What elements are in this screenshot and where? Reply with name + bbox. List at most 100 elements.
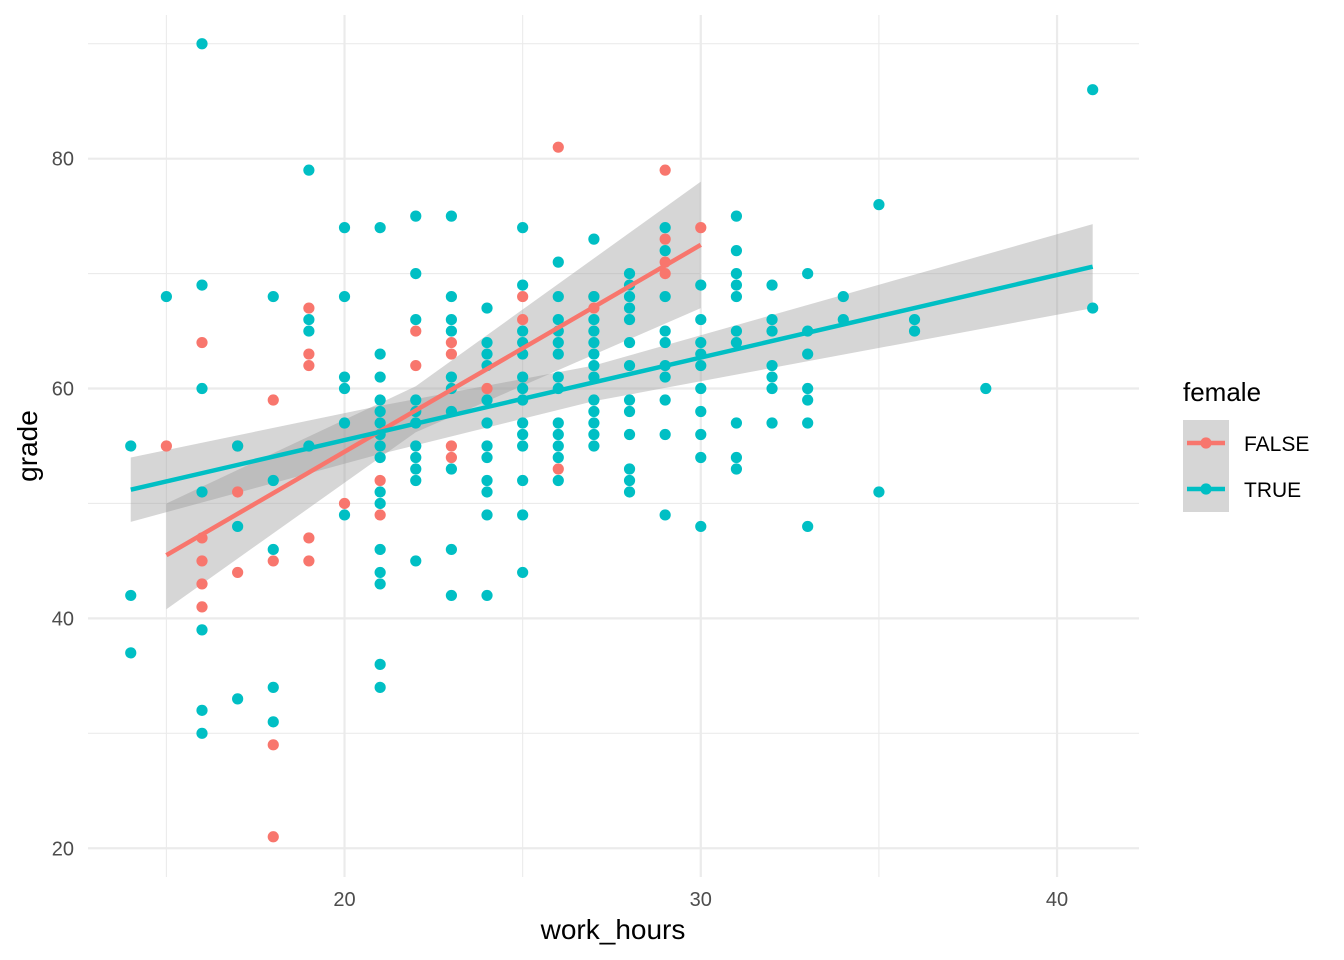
point-true xyxy=(730,210,743,222)
x-axis-title: work_hours xyxy=(540,914,686,945)
point-true xyxy=(481,417,493,429)
point-true xyxy=(623,336,636,349)
legend-label-true: TRUE xyxy=(1244,479,1301,502)
point-true xyxy=(374,566,386,579)
point-true xyxy=(623,302,636,314)
confidence-ribbon-true xyxy=(130,224,1093,522)
point-true xyxy=(517,325,529,337)
point-false xyxy=(303,348,315,360)
point-true xyxy=(802,382,814,395)
point-true xyxy=(338,222,351,234)
point-true xyxy=(445,543,457,556)
point-true xyxy=(588,417,600,429)
point-true xyxy=(552,313,564,326)
point-false xyxy=(659,233,671,245)
legend-key-point-true xyxy=(1200,483,1212,495)
point-true xyxy=(338,290,351,303)
y-tick-label: 20 xyxy=(52,838,74,860)
regression-lines xyxy=(130,242,1094,558)
point-true xyxy=(160,290,172,303)
point-false xyxy=(303,532,315,544)
point-true xyxy=(730,268,743,280)
point-true xyxy=(481,589,493,602)
point-true xyxy=(267,716,279,728)
point-true xyxy=(588,394,600,406)
point-false xyxy=(232,486,244,498)
point-true xyxy=(837,290,849,303)
point-true xyxy=(659,509,671,521)
x-tick-labels: 20 30 40 xyxy=(333,889,1068,911)
legend: female FALSE TRUE xyxy=(1183,377,1309,512)
point-true xyxy=(1087,84,1099,96)
point-true xyxy=(338,509,351,521)
point-true xyxy=(374,486,386,498)
point-false xyxy=(196,601,208,613)
point-false xyxy=(410,325,422,337)
point-true xyxy=(623,463,636,475)
point-true xyxy=(481,348,493,360)
point-true xyxy=(410,268,422,280)
point-false xyxy=(303,302,315,314)
point-true xyxy=(303,313,315,326)
point-true xyxy=(517,222,529,234)
point-true xyxy=(517,474,529,487)
point-true xyxy=(730,279,743,291)
major-gridlines xyxy=(88,15,1139,877)
point-false xyxy=(160,440,172,452)
point-true xyxy=(517,417,529,429)
point-true xyxy=(374,543,386,556)
point-true xyxy=(552,371,564,383)
point-true xyxy=(410,394,422,406)
point-true xyxy=(481,394,493,406)
point-true xyxy=(623,394,636,406)
point-true xyxy=(481,509,493,521)
point-true xyxy=(623,428,636,441)
y-tick-label: 60 xyxy=(52,379,74,401)
point-true xyxy=(445,463,457,475)
point-true xyxy=(374,405,386,418)
point-true xyxy=(410,313,422,326)
point-true xyxy=(588,405,600,418)
point-true xyxy=(374,394,386,406)
point-true xyxy=(374,681,386,693)
point-false xyxy=(196,336,208,349)
point-true xyxy=(196,624,208,636)
point-true xyxy=(125,589,137,602)
point-true xyxy=(410,474,422,487)
point-true xyxy=(695,520,707,533)
point-true xyxy=(552,474,564,487)
point-false xyxy=(374,474,386,487)
point-true xyxy=(517,440,529,452)
point-true xyxy=(374,440,386,452)
point-true xyxy=(481,440,493,452)
point-true xyxy=(588,428,600,441)
point-true xyxy=(196,727,208,739)
point-true xyxy=(196,279,208,291)
point-true xyxy=(802,520,814,533)
point-true xyxy=(802,348,814,360)
point-true xyxy=(730,336,743,349)
point-true xyxy=(267,543,279,556)
point-true xyxy=(730,245,743,257)
point-true xyxy=(623,486,636,498)
point-false xyxy=(196,578,208,590)
confidence-ribbon-false xyxy=(166,181,701,610)
point-true xyxy=(267,290,279,303)
point-true xyxy=(374,578,386,590)
point-true xyxy=(410,451,422,464)
point-true xyxy=(374,497,386,510)
point-true xyxy=(766,313,778,326)
point-true xyxy=(588,336,600,349)
point-false xyxy=(410,359,422,372)
point-true xyxy=(623,405,636,418)
point-true xyxy=(196,38,208,50)
point-true xyxy=(481,336,493,349)
point-false xyxy=(303,555,315,567)
point-true xyxy=(695,336,707,349)
point-true xyxy=(588,359,600,372)
point-true xyxy=(659,325,671,337)
point-true xyxy=(125,440,137,452)
point-true xyxy=(623,290,636,303)
point-true xyxy=(730,417,743,429)
point-false xyxy=(267,739,279,751)
